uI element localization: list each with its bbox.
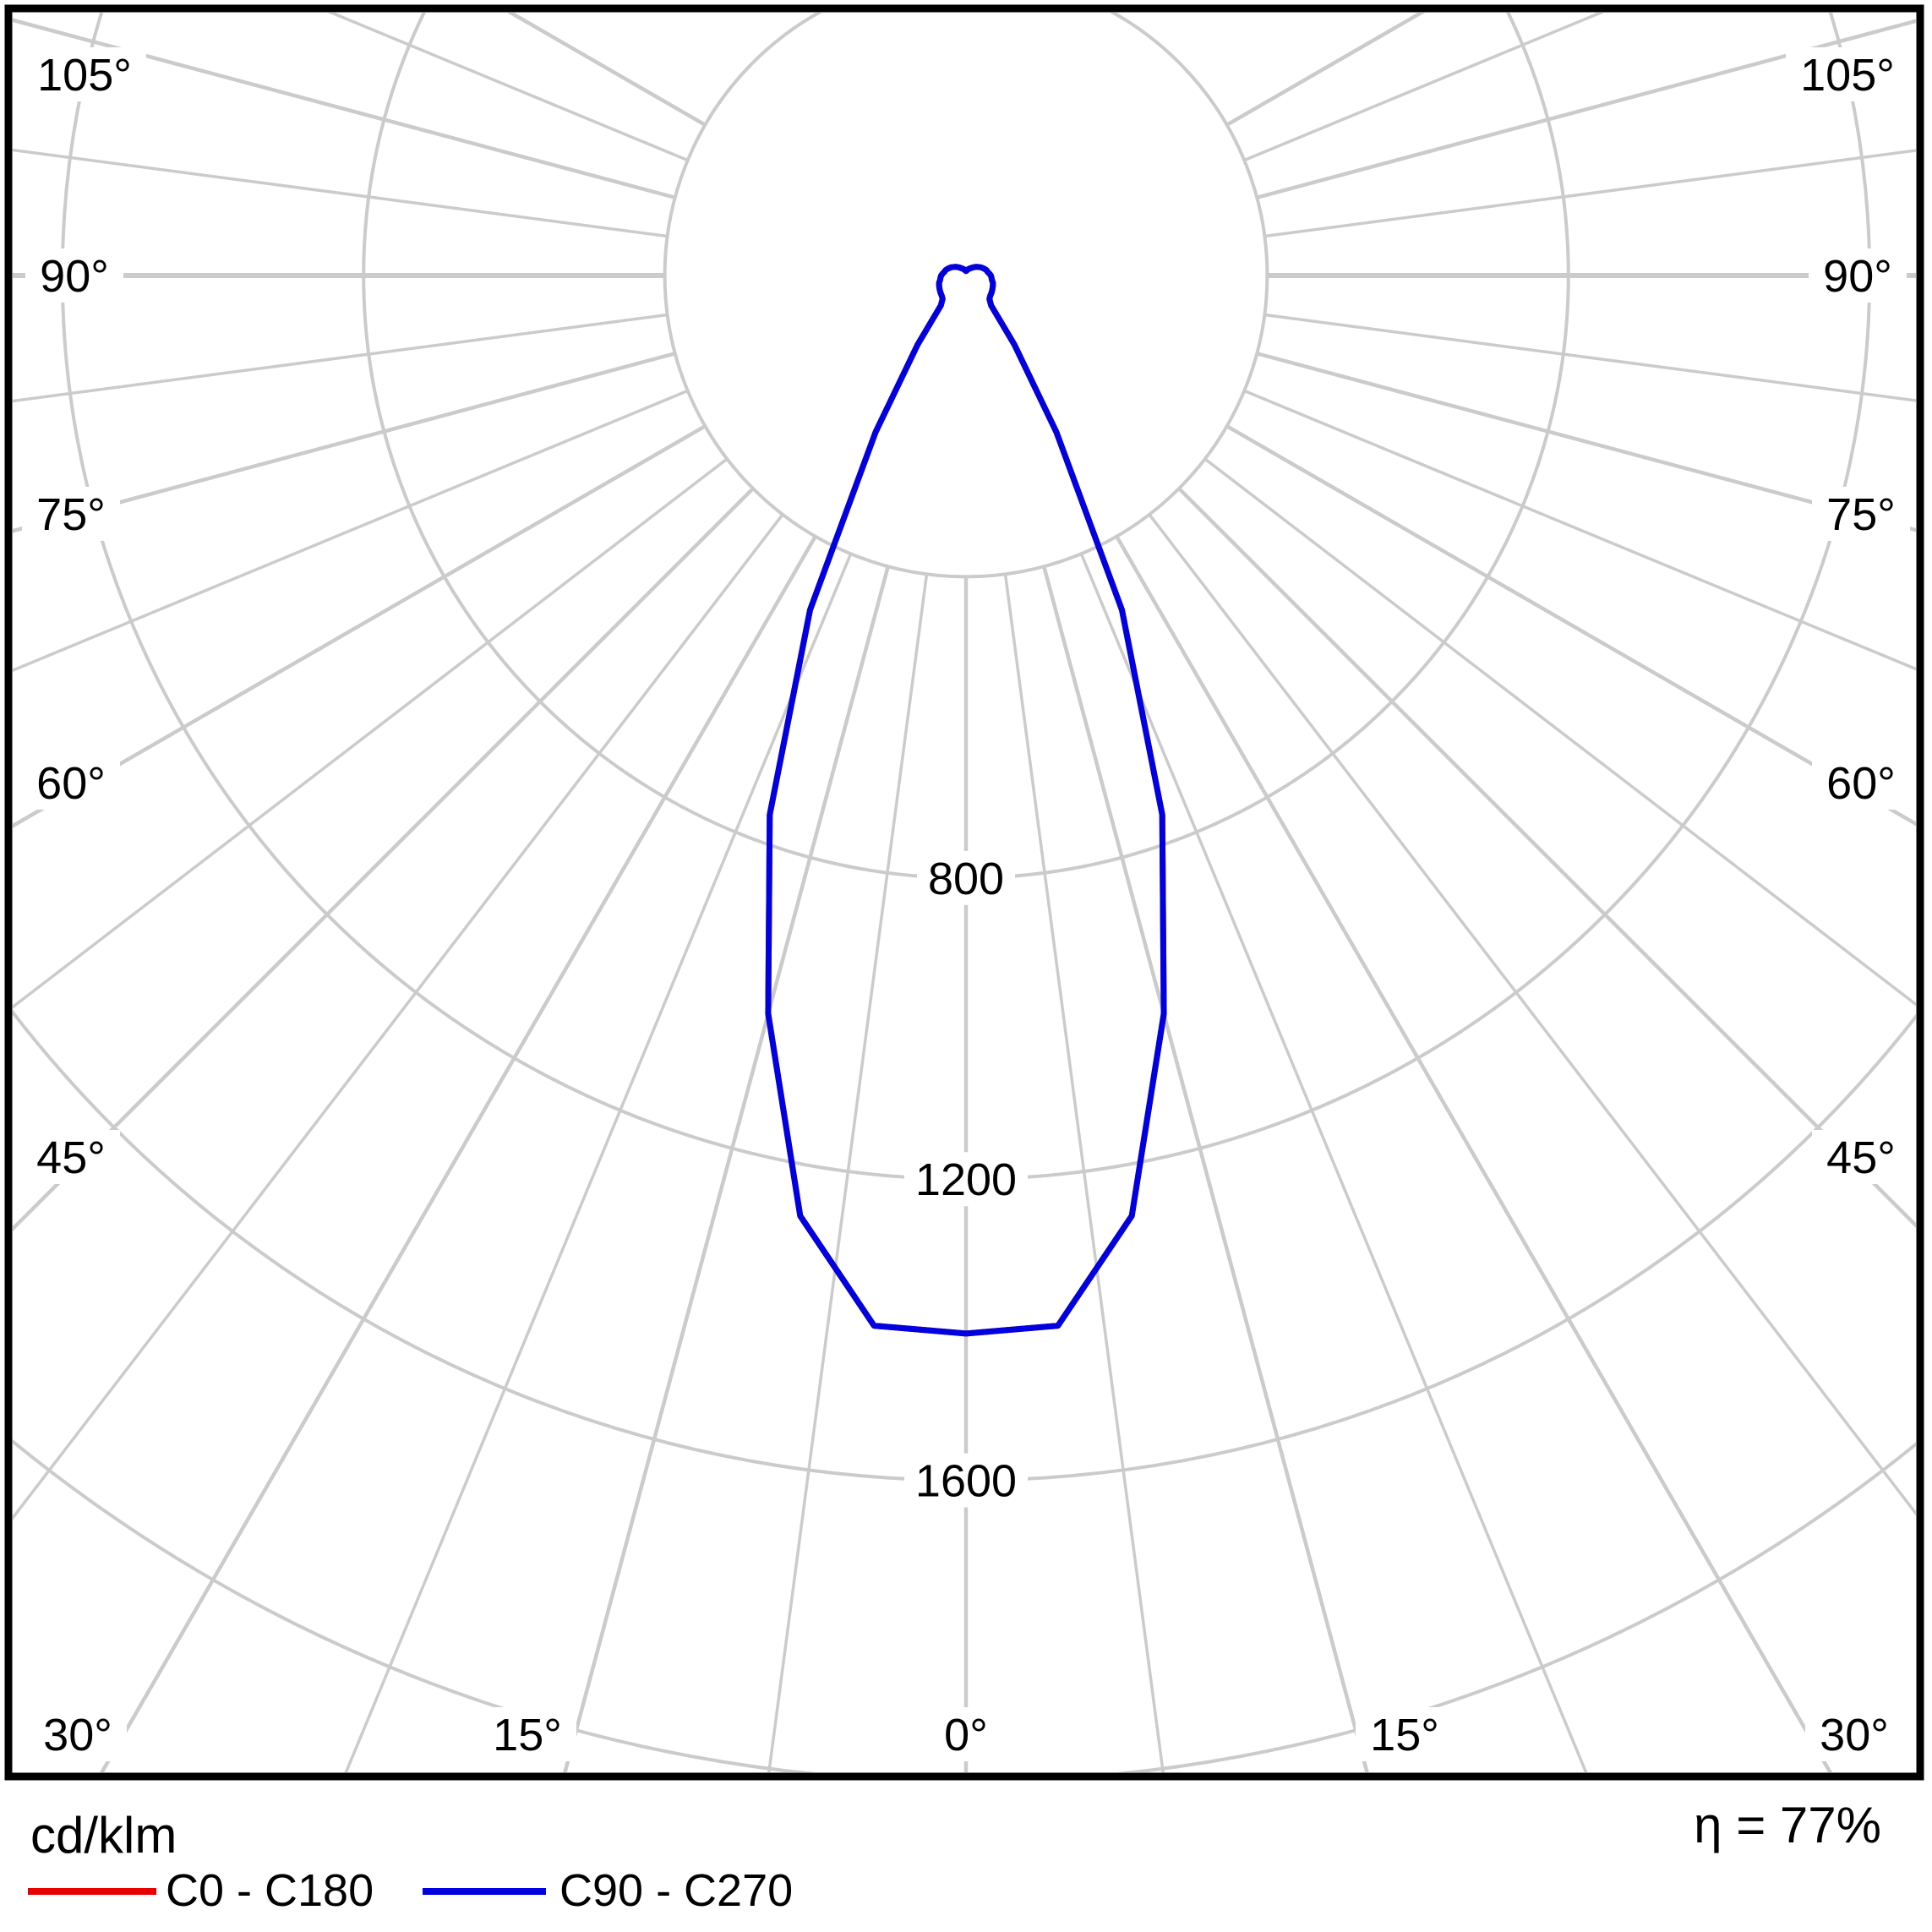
- legend-swatch-c90-c270: [423, 1888, 546, 1895]
- polar-grid-ring: [663, 13, 1269, 579]
- angle-tick-label-bg: [22, 1130, 120, 1184]
- polar-grid-ray: [344, 553, 853, 1772]
- angle-tick-label-bg: [1786, 47, 1909, 101]
- angle-tick-label: 75°: [36, 489, 106, 540]
- polar-grid-ray: [1115, 535, 1833, 1772]
- curve-c90-c270: [765, 264, 1167, 1337]
- polar-grid-ray: [99, 535, 817, 1772]
- angle-tick-label: 90°: [1823, 251, 1892, 302]
- polar-grid-ray: [1003, 574, 1165, 1772]
- angle-tick-label-bg: [1812, 756, 1910, 810]
- polar-grid-ray: [563, 565, 890, 1772]
- angle-tick-label-bg: [1356, 1707, 1454, 1761]
- angle-tick-label: 30°: [1820, 1710, 1889, 1760]
- efficiency-label: η = 77%: [1694, 1797, 1881, 1853]
- angle-tick-label: 60°: [1826, 758, 1896, 809]
- curves: [765, 264, 1167, 1337]
- radial-tick-label: 1600: [915, 1456, 1017, 1507]
- angle-tick-label: 105°: [1800, 50, 1895, 101]
- polar-grid-ray: [13, 313, 668, 403]
- polar-grid-ray: [1203, 457, 1916, 1007]
- angle-tick-label-bg: [29, 1707, 127, 1761]
- polar-grid-ray: [1177, 487, 1916, 1229]
- polar-grid-ray: [13, 389, 689, 673]
- polar-grid-ray: [1225, 424, 1916, 827]
- angle-tick-label-bg: [1812, 1130, 1910, 1184]
- legend-label-c90-c270: C90 - C270: [559, 1865, 794, 1916]
- angle-tick-label: 90°: [40, 251, 109, 302]
- angle-tick-label: 0°: [944, 1710, 988, 1760]
- polar-grid-ray: [13, 513, 784, 1520]
- angle-tick-label-bg: [478, 1707, 576, 1761]
- legend-label-c0-c180: C0 - C180: [166, 1865, 374, 1916]
- polar-grid-ray: [327, 13, 689, 162]
- radial-tick-label-bg: [904, 1453, 1028, 1508]
- polar-grid-ray: [13, 148, 668, 238]
- angle-tick-label-bg: [1809, 248, 1907, 303]
- polar-grid-ray: [13, 457, 729, 1009]
- angle-tick-label: 60°: [36, 758, 106, 809]
- angle-tick-label: 75°: [1826, 489, 1896, 540]
- angle-tick-label-bg: [930, 1707, 1002, 1761]
- polar-grid-ray: [13, 424, 707, 828]
- polar-grid-ray: [1148, 513, 1916, 1516]
- angle-tick-label-bg: [22, 756, 120, 810]
- polar-grid-ray: [1264, 149, 1916, 238]
- radial-tick-label-bg: [904, 1152, 1028, 1207]
- legend-swatch-c0-c180: [28, 1888, 156, 1895]
- radial-tick-label-bg: [917, 850, 1015, 905]
- angle-tick-label: 15°: [493, 1710, 562, 1760]
- polar-grid-ray: [13, 18, 676, 199]
- angle-tick-label: 15°: [1370, 1710, 1439, 1760]
- angle-tick-label: 105°: [37, 50, 132, 101]
- polar-grid-ray: [1243, 389, 1916, 671]
- radial-tick-label: 800: [928, 854, 1004, 904]
- polar-grid-ray: [767, 574, 929, 1772]
- polar-grid-ray: [13, 487, 755, 1232]
- angle-tick-label-bg: [23, 47, 146, 101]
- angle-tick-label: 30°: [43, 1710, 112, 1760]
- radial-tick-label: 1200: [915, 1154, 1017, 1205]
- polar-grid-ray: [1256, 19, 1916, 199]
- polar-grid-ray: [1264, 313, 1916, 402]
- angle-tick-label-bg: [25, 248, 123, 303]
- polar-grid-ray: [1042, 565, 1369, 1772]
- polar-grid-ray: [13, 352, 676, 533]
- angle-tick-label-bg: [22, 487, 120, 541]
- plot-frame: [4, 4, 1924, 1781]
- angle-tick-label-bg: [1805, 1707, 1903, 1761]
- polar-grid-ray: [1256, 352, 1916, 532]
- angle-tick-label: 45°: [36, 1132, 106, 1183]
- angle-tick-label: 45°: [1826, 1132, 1896, 1183]
- angle-tick-label-bg: [1812, 487, 1910, 541]
- legend: C0 - C180 C90 - C270: [0, 1864, 1932, 1925]
- polar-grid-ray: [1243, 13, 1605, 162]
- unit-label: cd/klm: [30, 1807, 177, 1864]
- polar-grid-ray: [1079, 553, 1588, 1772]
